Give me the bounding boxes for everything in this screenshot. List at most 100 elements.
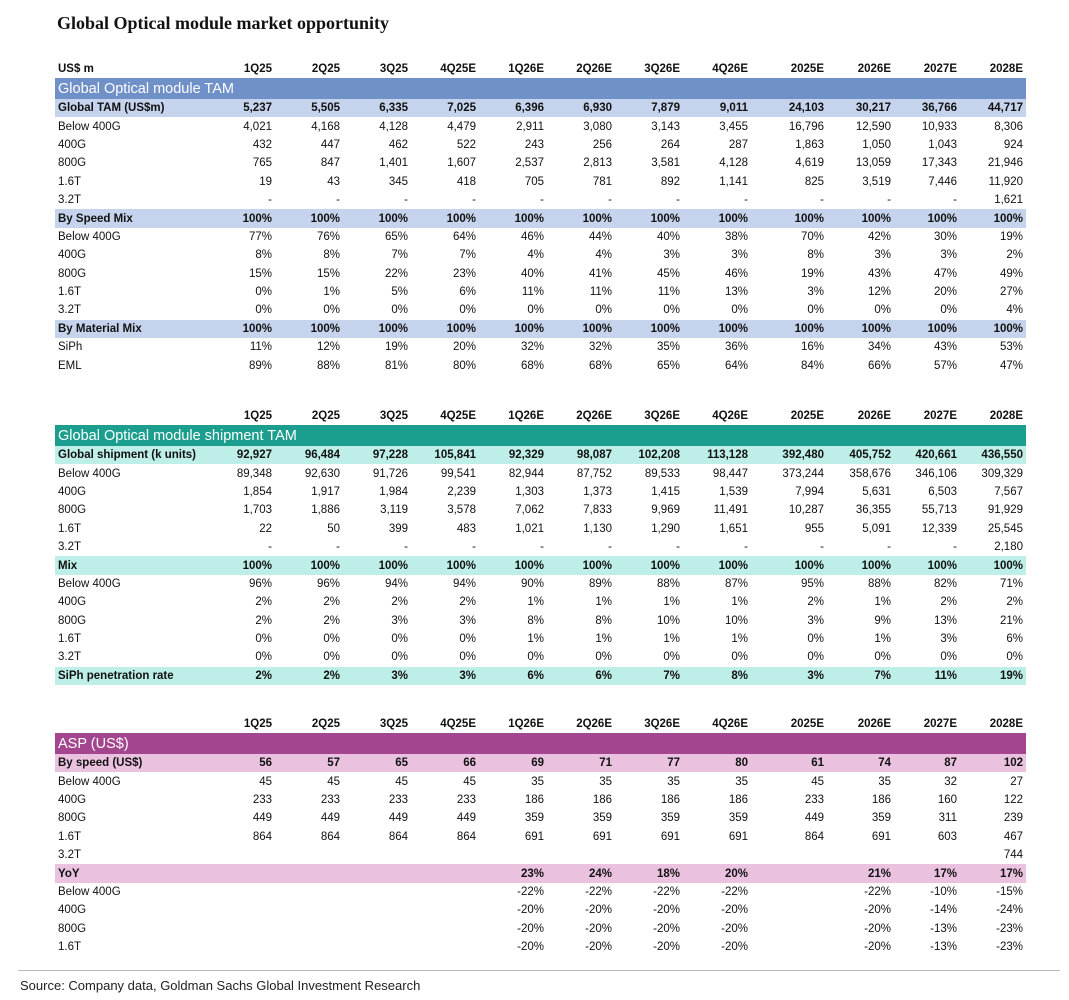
cell: 1,303 [515,485,544,498]
cell: -20% [517,922,544,935]
row-label: 3.2T [58,651,82,664]
cell: - [820,541,824,554]
cell [343,938,411,956]
data-row: Below 400G 89,348 92,630 91,726 99,541 82,944… [55,464,1026,482]
cell: 100% [751,209,827,228]
cell: 43% [933,341,957,354]
cell [751,920,827,938]
cell: 77 [615,754,683,773]
cell: 100% [411,209,479,228]
cell: 3,143 [651,120,680,133]
total-row: SiPh penetration rate 2% 2% 3% 3% 6% 6% 7% 8% 3% 7… [55,666,1026,686]
cell: 35 [599,775,612,788]
cell: 0% [391,651,408,664]
column-header: 2028E [989,63,1023,75]
column-header: 2028E [989,410,1023,422]
cell: 3% [343,666,411,686]
cell: 98,447 [712,467,748,480]
cell: 467 [1003,830,1023,843]
column-header: 2Q25 [311,63,340,75]
cell: 186 [728,793,748,806]
cell: 11,920 [988,175,1023,188]
cell: 100% [479,556,547,575]
cell: 1% [527,633,544,646]
cell [827,846,894,864]
row-label: 3.2T [58,304,82,317]
cell: 16,796 [788,120,824,133]
cell: 3,455 [719,120,748,133]
cell: 287 [728,138,748,151]
cell: 7% [459,249,476,262]
cell: 45 [395,775,408,788]
cell: 11% [894,666,960,686]
column-header: 1Q25 [243,410,272,422]
cell: 4,619 [795,157,824,170]
cell: 0% [255,286,272,299]
cell: 100% [207,209,275,228]
cell: 186 [592,793,612,806]
row-label: Below 400G [58,885,121,898]
cell: 2% [807,596,824,609]
cell: 4,128 [379,120,408,133]
cell: - [676,194,680,207]
source-note: Source: Company data, Goldman Sachs Glob… [20,978,421,993]
cell: 100% [547,556,615,575]
cell [751,883,827,901]
cell: 100% [207,319,275,339]
cell: -20% [585,941,612,954]
cell: 2,239 [447,485,476,498]
cell: 4,479 [447,120,476,133]
column-header: 4Q25E [440,718,476,730]
cell: 84% [800,359,824,372]
data-row: 800G 449 449 449 449 359 359 359 359 449 359 311 239 [55,809,1026,827]
cell: 10% [656,614,680,627]
row-label: 3.2T [58,541,82,554]
cell: 0% [527,304,544,317]
cell: 3,519 [862,175,891,188]
cell: 30,217 [827,99,894,118]
cell: 45 [327,775,340,788]
cell: 436,550 [960,446,1026,465]
cell: 17,343 [921,157,957,170]
cell: 9% [874,614,891,627]
cell: 691 [592,830,612,843]
row-label: Below 400G [58,467,121,480]
cell: 45 [259,775,272,788]
cell: 1% [874,633,891,646]
cell: 24% [547,864,615,883]
cell [343,883,411,901]
cell: 0% [940,651,957,664]
cell: 35% [656,341,680,354]
cell: 239 [1003,812,1023,825]
cell: 100% [827,556,894,575]
cell: - [608,541,612,554]
cell: 7,062 [515,504,544,517]
cell: 1% [663,633,680,646]
row-label: 400G [58,596,87,609]
cell: 6% [547,666,615,686]
data-row: 800G 2% 2% 3% 3% 8% 8% 10% 10% 3% 9% 13% 21% [55,612,1026,630]
cell: 100% [894,319,960,339]
cell [207,901,275,919]
cell [275,883,343,901]
cell: 233 [804,793,824,806]
cell: 392,480 [751,446,827,465]
cell: 2,537 [515,157,544,170]
cell: 432 [252,138,272,151]
cell: 55,713 [921,504,957,517]
cell: 56 [207,754,275,773]
cell: 1% [595,633,612,646]
header-row: 1Q25 2Q25 3Q25 4Q25E 1Q26E 2Q26E 3Q26E 4Q26E 202… [55,715,1026,733]
cell: 1,043 [928,138,957,151]
cell: 100% [207,556,275,575]
cell: 1,373 [583,485,612,498]
total-row: By Speed Mix 100% 100% 100% 100% 100% 100% 100%… [55,209,1026,228]
cell [411,864,479,883]
cell: 691 [871,830,891,843]
cell: 1,651 [719,522,748,535]
cell: 3% [874,249,891,262]
column-header: 1Q26E [508,410,544,422]
cell: 98,087 [547,446,615,465]
cell: 66% [867,359,891,372]
data-row: 400G 2% 2% 2% 2% 1% 1% 1% 1% 2% 1% 2% 2% [55,593,1026,611]
